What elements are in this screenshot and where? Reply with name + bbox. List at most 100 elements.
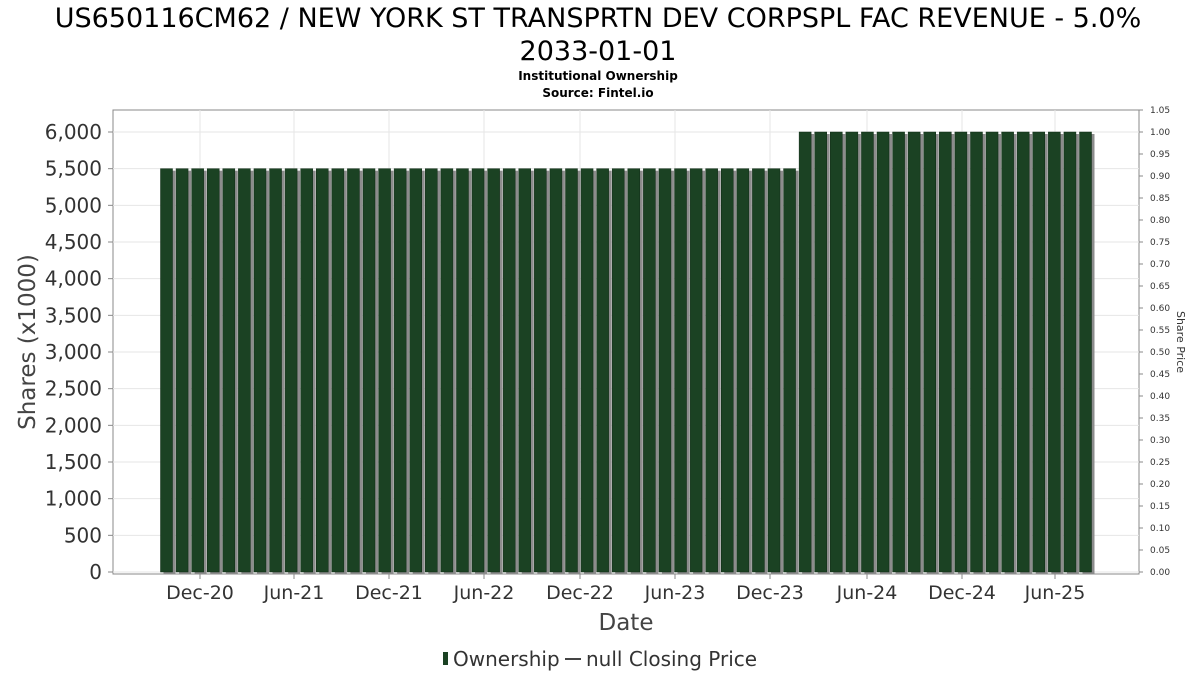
ownership-bar [736,168,750,573]
y-tick-label: 500 [64,523,102,547]
x-tick-label: Dec-20 [166,582,234,604]
ownership-bar [752,168,765,573]
ownership-bar [876,131,890,573]
y-right-tick-label: 0.90 [1150,172,1170,182]
y-right-tick-label: 0.00 [1150,568,1170,578]
ownership-bar [222,168,236,573]
ownership-bar [970,131,983,573]
ownership-bar [658,168,672,573]
y-tick-label: 2,000 [45,413,102,437]
ownership-bar [284,168,298,573]
ownership-bar [269,168,282,573]
y-right-tick-label: 0.10 [1150,524,1170,534]
bar-series [113,131,1139,575]
ownership-bar [238,168,251,573]
ownership-bar [643,168,656,573]
y-axis-right: 0.00 0.05 0.10 0.15 0.20 0.25 0.30 0.35 0.40 0.45… [1139,106,1170,578]
ownership-bar [627,168,641,573]
y-tick-label: 3,500 [45,303,102,327]
ownership-bar [471,168,485,573]
x-axis: Dec-20 Jun-21 Dec-21 Jun-22 Dec-22 Jun-23 Dec-… [166,574,1085,604]
ownership-bar [175,168,189,573]
ownership-bar [502,168,516,573]
chart-title-line2: 2033-01-01 [520,36,677,67]
y-right-tick-label: 0.20 [1150,480,1170,490]
y-right-tick-label: 0.15 [1150,502,1170,512]
y-right-tick-label: 1.00 [1150,128,1170,138]
ownership-bar [378,168,391,573]
ownership-bar [253,168,267,573]
x-tick-label: Jun-21 [263,582,325,604]
ownership-bar [923,131,936,573]
ownership-bar [596,168,609,573]
y-tick-label: 4,500 [45,230,102,254]
y-tick-label: 0 [89,560,102,584]
y-right-tick-label: 0.70 [1150,260,1170,270]
ownership-bar [720,168,734,573]
x-tick-label: Jun-23 [644,582,706,604]
ownership-bar [783,168,796,573]
y-tick-label: 3,000 [45,340,102,364]
legend-price-label: null Closing Price [586,647,757,671]
y-right-tick-label: 0.65 [1150,282,1170,292]
ownership-bar [1063,131,1077,573]
y-right-tick-label: 0.35 [1150,414,1170,424]
ownership-bar [611,168,625,573]
ownership-bar [362,168,376,573]
y-right-tick-label: 1.05 [1150,106,1170,116]
ownership-bar [689,168,703,573]
ownership-bar [206,168,220,573]
y-right-tick-label: 0.45 [1150,370,1170,380]
ownership-bar [892,131,905,573]
y-axis-right-label: Share Price [1174,311,1187,373]
ownership-bar [534,168,547,573]
ownership-bar [565,168,578,573]
ownership-bar [845,131,859,573]
ownership-bar [767,168,781,573]
ownership-bar [580,168,594,573]
ownership-bar [191,168,204,573]
legend-ownership-swatch [443,652,448,665]
ownership-bar [861,131,874,573]
ownership-bar [798,131,812,573]
x-tick-label: Dec-23 [736,582,804,604]
x-axis-label: Date [599,610,654,636]
ownership-bar [1016,131,1030,573]
chart-title-line1: US650116CM62 / NEW YORK ST TRANSPRTN DEV… [55,3,1142,34]
y-axis-left: 0 500 1,000 1,500 2,000 2,500 3,000 3,500 4,000 4… [45,120,113,584]
x-tick-label: Jun-25 [1024,582,1086,604]
ownership-bar [425,168,438,573]
y-right-tick-label: 0.60 [1150,304,1170,314]
x-tick-label: Jun-22 [453,582,515,604]
ownership-bar [160,168,173,573]
chart-subtitle-line1: Institutional Ownership [518,69,678,83]
ownership-bar [393,168,407,573]
ownership-bar [487,168,500,573]
y-axis-label: Shares (x1000) [15,254,41,430]
ownership-bar [939,131,952,573]
y-right-tick-label: 0.25 [1150,458,1170,468]
ownership-bar [954,131,968,573]
ownership-bar [1079,131,1092,573]
y-tick-label: 1,500 [45,450,102,474]
y-tick-label: 5,000 [45,193,102,217]
ownership-bar [456,168,469,573]
x-tick-label: Dec-21 [355,582,423,604]
ownership-bar [347,168,360,573]
ownership-bar [1032,131,1046,573]
chart-subtitle-line2: Source: Fintel.io [542,86,653,100]
ownership-bar [985,131,999,573]
y-tick-label: 4,000 [45,267,102,291]
y-right-tick-label: 0.30 [1150,436,1170,446]
y-right-tick-label: 0.55 [1150,326,1170,336]
ownership-bar [674,168,687,573]
x-tick-label: Jun-24 [836,582,898,604]
ownership-bar [705,168,718,573]
y-right-tick-label: 0.95 [1150,150,1170,160]
legend-ownership-label: Ownership [453,647,560,671]
x-tick-label: Dec-24 [928,582,996,604]
y-right-tick-label: 0.40 [1150,392,1170,402]
y-right-tick-label: 0.80 [1150,216,1170,226]
ownership-bar [440,168,454,573]
